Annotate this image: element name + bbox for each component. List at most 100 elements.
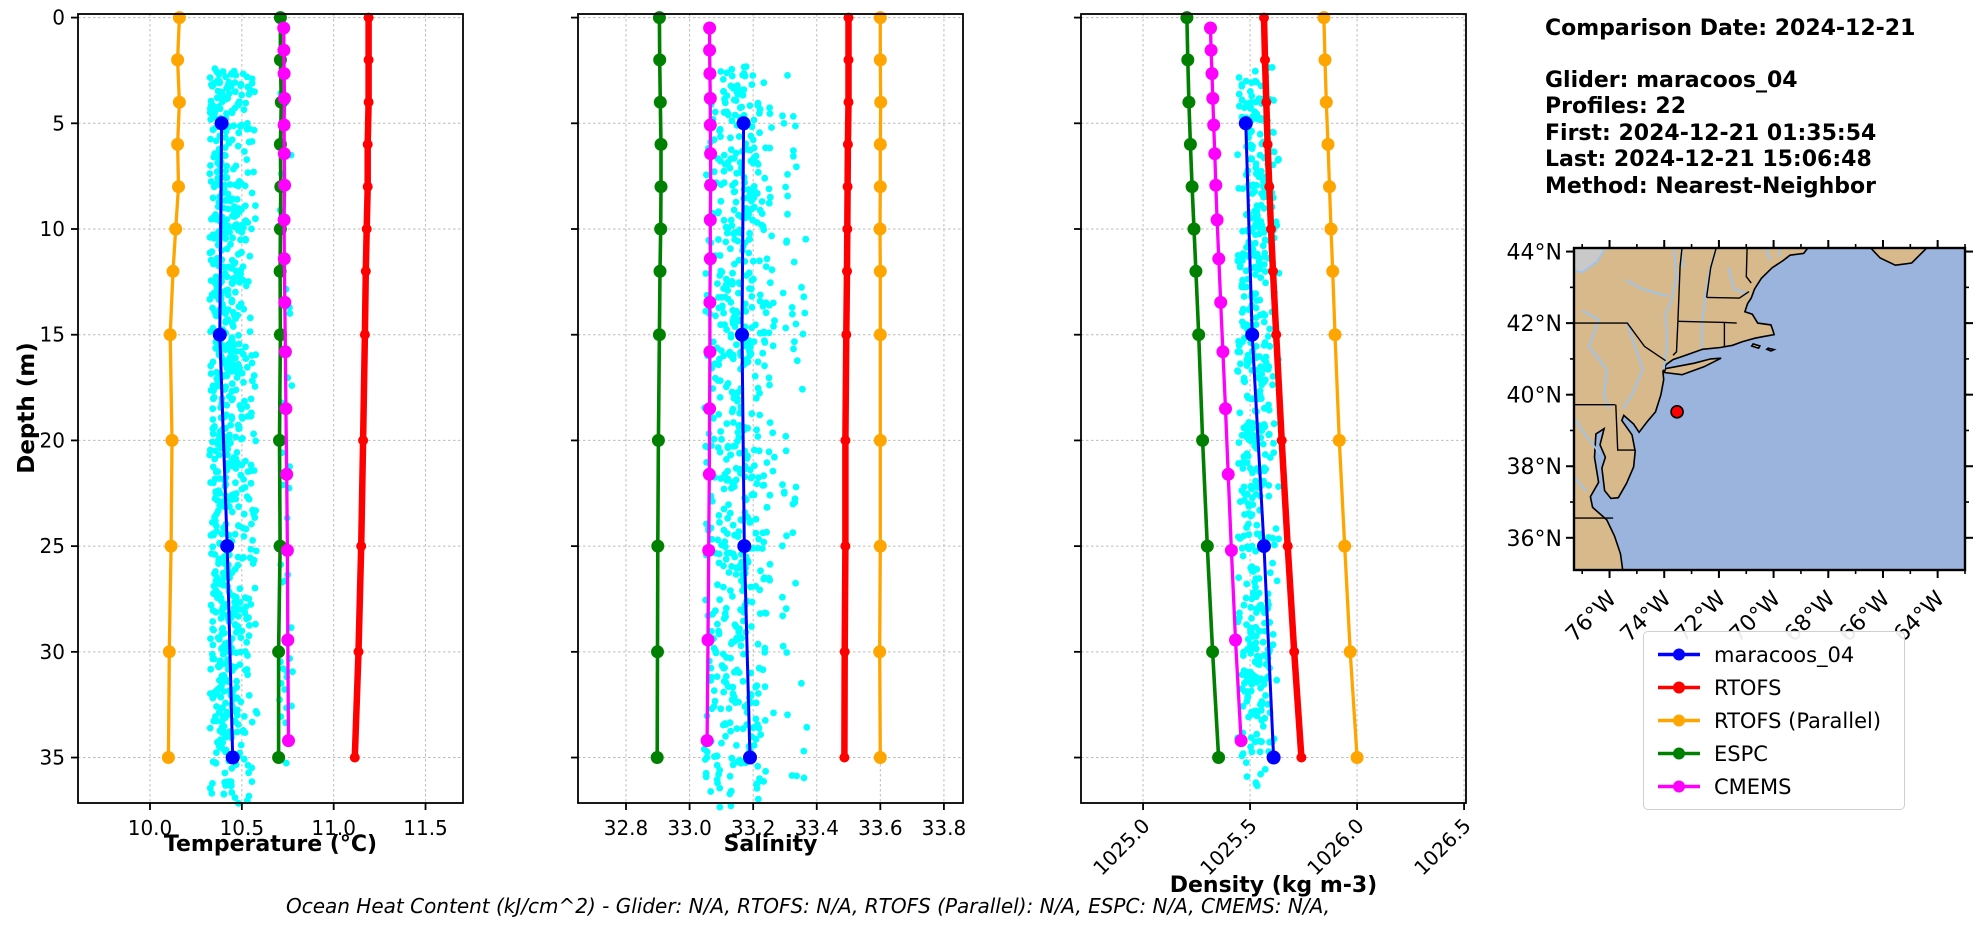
series-maracoos-04-marker — [214, 116, 229, 131]
series-rtofs-marker — [839, 646, 850, 657]
series-cmems-marker — [703, 21, 717, 35]
legend-entry-maracoos-04: maracoos_04 — [1656, 638, 1892, 671]
x-tick-label: 11.0 — [311, 816, 356, 840]
series-cmems-line — [1208, 26, 1243, 743]
series-espc-marker — [1192, 328, 1206, 342]
depth-tick-label: 35 — [40, 746, 65, 770]
depth-tick-label: 20 — [40, 428, 65, 452]
series-rtofs-parallel-marker — [1324, 222, 1338, 236]
chart-salinity: 32.8 33.0 33.2 33.4 33.6 33.8 — [571, 11, 966, 840]
series-rtofs-marker — [1264, 181, 1275, 192]
legend-label-maracoos-04: maracoos_04 — [1714, 642, 1855, 667]
series-espc-marker — [652, 11, 666, 25]
map-river — [1573, 247, 1607, 274]
series-maracoos-04-marker — [737, 539, 752, 554]
map-state-border — [1705, 247, 1717, 298]
series-maracoos-04-marker — [225, 750, 240, 765]
series-espc-marker — [1181, 53, 1195, 67]
x-tick-label: 32.8 — [604, 816, 649, 840]
map-lat-tick-label: 44°N — [1507, 241, 1562, 266]
series-rtofs-parallel-line — [166, 15, 182, 760]
series-rtofs-marker — [359, 329, 370, 340]
series-rtofs-parallel-marker — [164, 539, 178, 553]
series-rtofs-marker — [1268, 266, 1278, 277]
series-rtofs-marker — [1289, 646, 1300, 657]
legend-label-rtofs: RTOFS — [1714, 675, 1782, 700]
series-rtofs-line — [841, 14, 852, 761]
series-cmems-marker — [277, 252, 291, 266]
series-cmems-marker — [278, 91, 291, 105]
map-state-border — [1677, 320, 1737, 324]
series-cmems-marker — [277, 21, 291, 35]
series-rtofs-parallel-marker — [1318, 53, 1332, 67]
map-state-border — [1574, 322, 1666, 362]
series-rtofs-parallel-line — [1322, 15, 1359, 760]
map-river — [1621, 322, 1644, 410]
series-espc-marker — [651, 433, 665, 447]
map-state-border — [1677, 247, 1683, 322]
series-espc-marker — [1183, 137, 1197, 151]
plot-frame — [77, 13, 464, 804]
series-rtofs-marker — [363, 54, 374, 65]
series-rtofs-marker — [363, 97, 374, 108]
series-rtofs-marker — [1276, 435, 1287, 446]
series-maracoos-04-marker — [1245, 327, 1260, 342]
series-cmems-marker — [1207, 118, 1221, 132]
series-rtofs-marker — [1260, 54, 1270, 65]
series-rtofs-parallel-marker — [169, 222, 183, 236]
scatter-salinity-glider-points — [700, 63, 811, 811]
depth-tick-label: 15 — [40, 323, 65, 347]
series-cmems-line — [282, 26, 291, 743]
legend-entry-rtofs-parallel: RTOFS (Parallel) — [1656, 704, 1892, 737]
series-rtofs-marker — [842, 266, 852, 277]
map-river — [1625, 279, 1669, 298]
series-maracoos-04-marker — [736, 116, 751, 131]
series-cmems-marker — [702, 543, 716, 557]
series-cmems-marker — [703, 43, 717, 57]
map-land — [1765, 347, 1777, 352]
x-tick-label: 10.5 — [220, 816, 265, 840]
depth-tick-label: 25 — [40, 534, 65, 558]
series-rtofs-parallel-marker — [165, 433, 179, 447]
series-rtofs-parallel-marker — [873, 137, 887, 151]
series-cmems-marker — [700, 734, 714, 748]
series-maracoos-04-marker — [1266, 750, 1281, 765]
map-state-border — [1706, 291, 1750, 299]
series-maracoos-04-line — [740, 121, 752, 759]
series-rtofs-parallel-marker — [1343, 645, 1357, 659]
series-rtofs-marker — [360, 266, 371, 277]
series-cmems-marker — [1210, 213, 1224, 227]
series-cmems-marker — [701, 633, 715, 647]
temperature-axis-label: Temperature (°C) — [163, 832, 378, 857]
series-cmems-marker — [1206, 91, 1220, 105]
map-river — [1662, 247, 1678, 370]
info-line-glider: Glider: maracoos_04 — [1545, 67, 1798, 93]
series-cmems-marker — [279, 402, 293, 416]
legend-entry-rtofs: RTOFS — [1656, 671, 1892, 704]
series-rtofs-marker — [356, 541, 367, 552]
series-rtofs-parallel-marker — [873, 328, 887, 342]
map-lat-tick-label: 40°N — [1507, 384, 1562, 409]
legend-line-sample-cmems — [1658, 780, 1700, 793]
series-espc-marker — [653, 264, 667, 278]
series-rtofs-parallel-marker — [1338, 539, 1352, 553]
series-rtofs-marker — [1282, 541, 1293, 552]
series-rtofs-parallel-marker — [171, 53, 185, 67]
info-panel: Comparison Date: 2024-12-21 Glider: mara… — [1545, 16, 1915, 200]
series-rtofs-parallel-marker — [162, 645, 176, 659]
series-rtofs-marker — [362, 139, 373, 150]
series-rtofs-marker — [841, 329, 852, 340]
map-lake — [1574, 248, 1606, 273]
series-maracoos-04-marker — [1257, 539, 1271, 554]
depth-tick-label: 10 — [40, 217, 65, 241]
x-tick-label: 1026.0 — [1302, 814, 1368, 880]
series-cmems-marker — [703, 345, 717, 359]
series-rtofs-marker — [362, 181, 373, 192]
map-lon-tick-label: 76°W — [1561, 586, 1622, 647]
series-rtofs-marker — [839, 752, 850, 763]
x-tick-label: 1025.5 — [1195, 814, 1261, 880]
info-line-first: First: 2024-12-21 01:35:54 — [1545, 120, 1877, 146]
x-tick-label: 33.8 — [922, 816, 967, 840]
info-line-method: Method: Nearest-Neighbor — [1545, 173, 1876, 199]
